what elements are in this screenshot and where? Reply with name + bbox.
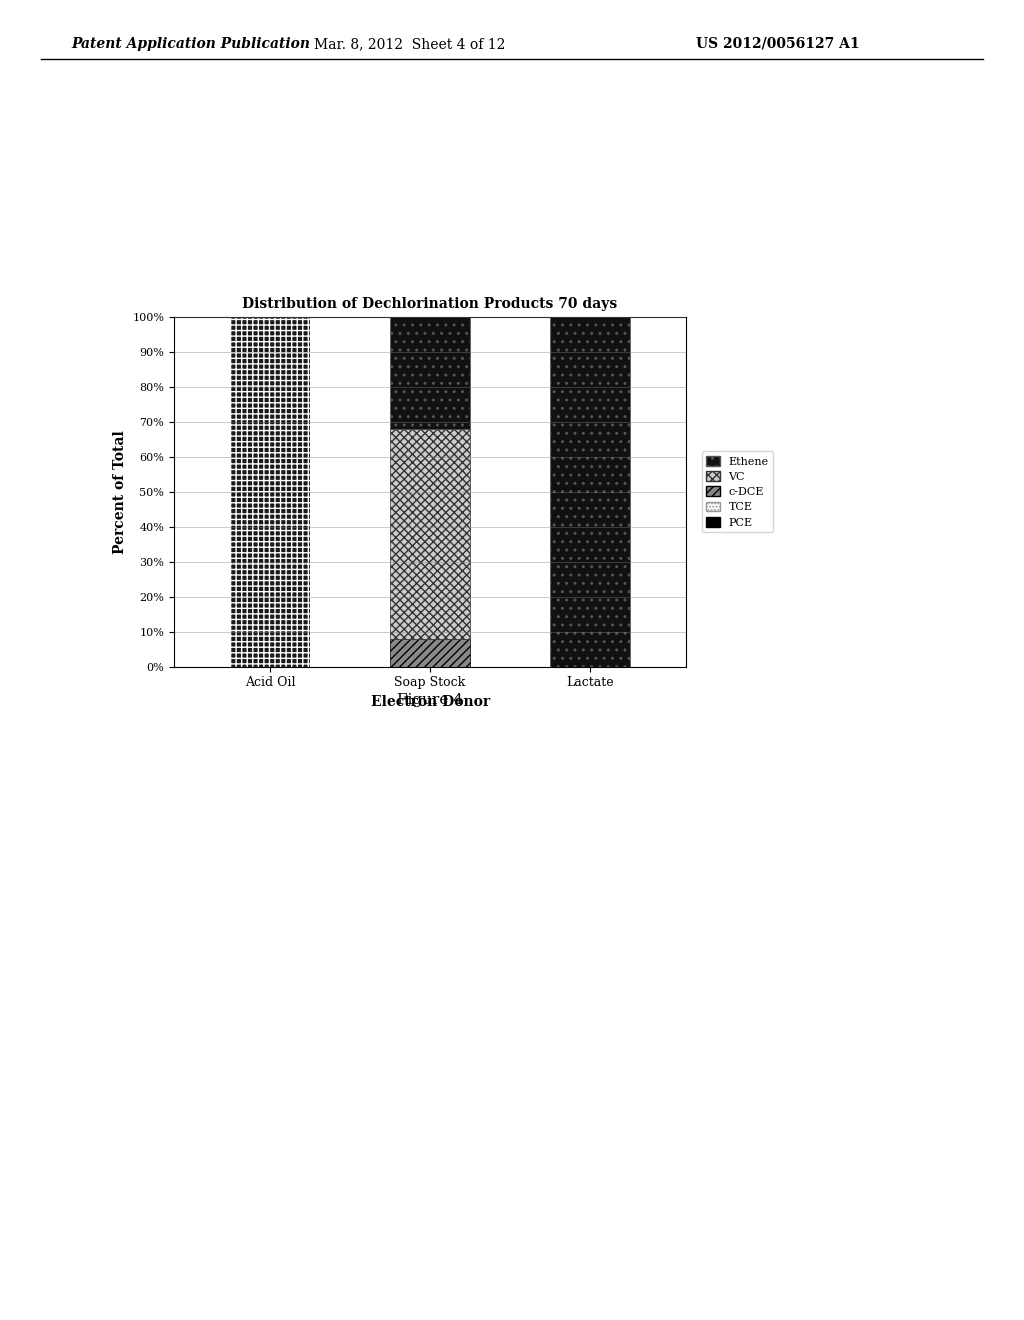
Y-axis label: Percent of Total: Percent of Total xyxy=(113,430,127,553)
Title: Distribution of Dechlorination Products 70 days: Distribution of Dechlorination Products … xyxy=(243,297,617,312)
Bar xyxy=(230,317,310,667)
Text: Patent Application Publication: Patent Application Publication xyxy=(72,37,310,51)
Text: US 2012/0056127 A1: US 2012/0056127 A1 xyxy=(696,37,860,51)
X-axis label: Electron Donor: Electron Donor xyxy=(371,694,489,709)
Bar xyxy=(390,317,470,429)
Bar xyxy=(550,317,630,667)
Bar xyxy=(390,429,470,639)
Legend: Ethene, VC, c-DCE, TCE, PCE: Ethene, VC, c-DCE, TCE, PCE xyxy=(701,451,773,532)
Text: Mar. 8, 2012  Sheet 4 of 12: Mar. 8, 2012 Sheet 4 of 12 xyxy=(314,37,505,51)
Bar xyxy=(390,639,470,667)
Text: Figure 4: Figure 4 xyxy=(397,693,463,708)
